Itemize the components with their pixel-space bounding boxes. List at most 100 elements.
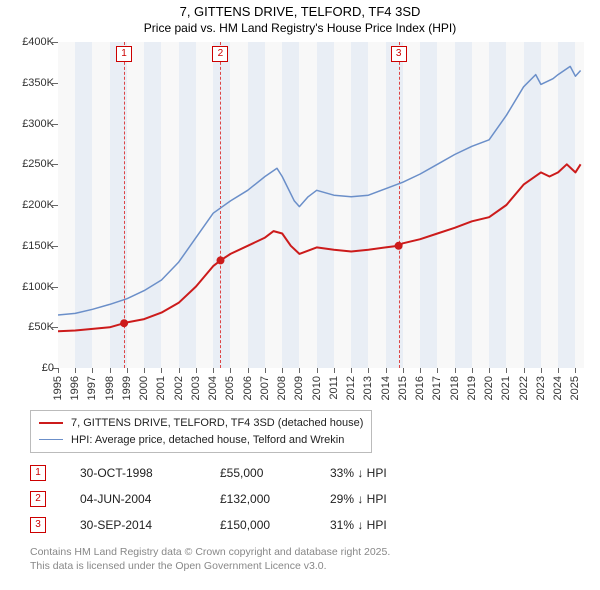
- y-axis-label: £0: [42, 362, 54, 374]
- sale-point-marker: [120, 319, 128, 327]
- sales-row-delta: 29% ↓ HPI: [330, 492, 440, 506]
- x-tick: [213, 368, 214, 373]
- x-tick: [265, 368, 266, 373]
- x-axis-label: 1997: [86, 376, 98, 400]
- sales-row-delta: 31% ↓ HPI: [330, 518, 440, 532]
- legend: 7, GITTENS DRIVE, TELFORD, TF4 3SD (deta…: [30, 410, 372, 453]
- title-line2: Price paid vs. HM Land Registry's House …: [0, 21, 600, 35]
- sales-row: 330-SEP-2014£150,00031% ↓ HPI: [30, 512, 440, 538]
- x-axis-label: 1995: [52, 376, 64, 400]
- sales-row-date: 30-OCT-1998: [80, 466, 220, 480]
- x-axis-label: 2022: [518, 376, 530, 400]
- y-axis-label: £50K: [28, 321, 54, 333]
- x-tick: [351, 368, 352, 373]
- sales-row: 2 04-JUN-2004£132,00029% ↓ HPI: [30, 486, 440, 512]
- sales-row-flag: 2: [30, 491, 46, 507]
- x-axis-label: 1996: [69, 376, 81, 400]
- legend-swatch: [39, 439, 63, 440]
- x-axis-label: 2017: [431, 376, 443, 400]
- x-axis-label: 2015: [397, 376, 409, 400]
- x-axis-label: 2012: [345, 376, 357, 400]
- y-axis-label: £300K: [22, 118, 54, 130]
- legend-item: 7, GITTENS DRIVE, TELFORD, TF4 3SD (deta…: [39, 415, 363, 432]
- x-axis-label: 2013: [362, 376, 374, 400]
- x-tick: [420, 368, 421, 373]
- sales-row-flag: 1: [30, 465, 46, 481]
- x-tick: [282, 368, 283, 373]
- x-tick: [248, 368, 249, 373]
- legend-item: HPI: Average price, detached house, Telf…: [39, 432, 363, 449]
- series-price_paid: [58, 164, 581, 331]
- x-tick: [455, 368, 456, 373]
- x-axis-label: 2016: [414, 376, 426, 400]
- x-tick: [334, 368, 335, 373]
- y-axis-label: £200K: [22, 199, 54, 211]
- x-axis-label: 2000: [138, 376, 150, 400]
- x-axis-label: 2004: [207, 376, 219, 400]
- series-hpi: [58, 66, 581, 315]
- x-tick: [317, 368, 318, 373]
- legend-label: HPI: Average price, detached house, Telf…: [71, 432, 344, 449]
- series-layer: [58, 42, 584, 368]
- x-axis-label: 2011: [328, 376, 340, 400]
- x-tick: [92, 368, 93, 373]
- x-axis-label: 2009: [293, 376, 305, 400]
- x-tick: [75, 368, 76, 373]
- x-tick: [110, 368, 111, 373]
- x-axis-label: 2024: [552, 376, 564, 400]
- x-tick: [489, 368, 490, 373]
- footnote: Contains HM Land Registry data © Crown c…: [30, 546, 390, 573]
- x-axis-label: 1998: [104, 376, 116, 400]
- y-axis-label: £150K: [22, 240, 54, 252]
- sale-point-marker: [395, 242, 403, 250]
- x-axis-label: 2019: [466, 376, 478, 400]
- x-tick: [127, 368, 128, 373]
- x-tick: [524, 368, 525, 373]
- title-line1: 7, GITTENS DRIVE, TELFORD, TF4 3SD: [0, 4, 600, 19]
- x-tick: [386, 368, 387, 373]
- title-block: 7, GITTENS DRIVE, TELFORD, TF4 3SD Price…: [0, 0, 600, 35]
- x-axis-label: 2007: [259, 376, 271, 400]
- x-tick: [575, 368, 576, 373]
- chart: 123 £0£50K£100K£150K£200K£250K£300K£350K…: [12, 42, 588, 402]
- sales-row-price: £150,000: [220, 518, 330, 532]
- sales-row-price: £132,000: [220, 492, 330, 506]
- x-tick: [368, 368, 369, 373]
- x-axis-label: 1999: [121, 376, 133, 400]
- sales-row-delta: 33% ↓ HPI: [330, 466, 440, 480]
- y-axis-label: £100K: [22, 281, 54, 293]
- x-axis-label: 2006: [242, 376, 254, 400]
- x-axis-label: 2002: [173, 376, 185, 400]
- x-tick: [196, 368, 197, 373]
- legend-label: 7, GITTENS DRIVE, TELFORD, TF4 3SD (deta…: [71, 415, 363, 432]
- x-tick: [403, 368, 404, 373]
- y-axis-label: £250K: [22, 158, 54, 170]
- sales-row-date: 04-JUN-2004: [80, 492, 220, 506]
- y-axis-label: £350K: [22, 77, 54, 89]
- footnote-line1: Contains HM Land Registry data © Crown c…: [30, 546, 390, 560]
- x-axis-labels: 1995199619971998199920002001200220032004…: [58, 372, 584, 406]
- sales-table: 1 30-OCT-1998£55,00033% ↓ HPI 2 04-JUN-2004…: [30, 460, 440, 538]
- x-axis-label: 2020: [483, 376, 495, 400]
- x-axis-label: 2023: [535, 376, 547, 400]
- x-tick: [144, 368, 145, 373]
- x-tick: [58, 368, 59, 373]
- x-tick: [472, 368, 473, 373]
- chart-container: 7, GITTENS DRIVE, TELFORD, TF4 3SD Price…: [0, 0, 600, 590]
- x-tick: [506, 368, 507, 373]
- footnote-line2: This data is licensed under the Open Gov…: [30, 560, 390, 574]
- x-axis-label: 2005: [224, 376, 236, 400]
- x-tick: [179, 368, 180, 373]
- x-axis-label: 2018: [449, 376, 461, 400]
- x-tick: [541, 368, 542, 373]
- y-axis-label: £400K: [22, 36, 54, 48]
- x-tick: [230, 368, 231, 373]
- x-axis-label: 2025: [569, 376, 581, 400]
- sales-row-date: 30-SEP-2014: [80, 518, 220, 532]
- sales-row-price: £55,000: [220, 466, 330, 480]
- x-axis-label: 2010: [311, 376, 323, 400]
- x-tick: [161, 368, 162, 373]
- x-axis-label: 2001: [155, 376, 167, 400]
- x-axis-label: 2003: [190, 376, 202, 400]
- x-tick: [299, 368, 300, 373]
